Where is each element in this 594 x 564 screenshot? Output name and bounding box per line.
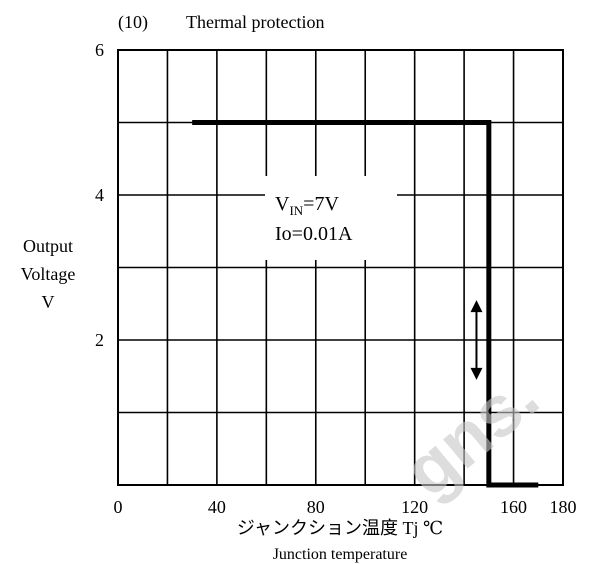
io-annotation: Io=0.01A — [275, 223, 353, 245]
vin-subscript: IN — [289, 203, 303, 218]
figure-number: (10) — [118, 12, 148, 33]
x-tick-label: 40 — [208, 497, 226, 517]
hysteresis-arrow — [470, 300, 483, 380]
series — [192, 120, 539, 488]
ylabel-line-2: Voltage — [21, 264, 76, 284]
watermark: gns. — [389, 356, 554, 512]
arrow-head-down — [470, 367, 483, 380]
xlabel-english: Junction temperature — [273, 546, 408, 563]
vin-value: =7V — [303, 193, 339, 215]
vin-annotation: VIN=7V — [275, 193, 339, 218]
chart-title: Thermal protection — [186, 12, 324, 32]
y-tick-label: 2 — [95, 330, 104, 350]
x-tick-label: 0 — [114, 497, 123, 517]
x-tick-label: 80 — [307, 497, 325, 517]
y-tick-label: 6 — [95, 40, 104, 60]
ylabel-line-1: Output — [23, 236, 73, 256]
annotation-box — [265, 176, 397, 260]
xlabel-japanese: ジャンクション温度 Tj ℃ — [237, 518, 443, 538]
x-tick-label: 160 — [500, 497, 527, 517]
x-tick-label: 180 — [550, 497, 577, 517]
ylabel-line-3: V — [42, 292, 55, 312]
arrow-head-up — [470, 300, 483, 313]
tick-labels: 0 40 80 120 160 180 2 4 6 — [95, 40, 577, 517]
x-tick-label: 120 — [401, 497, 428, 517]
series-line — [192, 120, 539, 488]
vin-label: V — [275, 193, 290, 215]
plot-frame — [117, 49, 564, 486]
y-tick-label: 4 — [95, 185, 104, 205]
